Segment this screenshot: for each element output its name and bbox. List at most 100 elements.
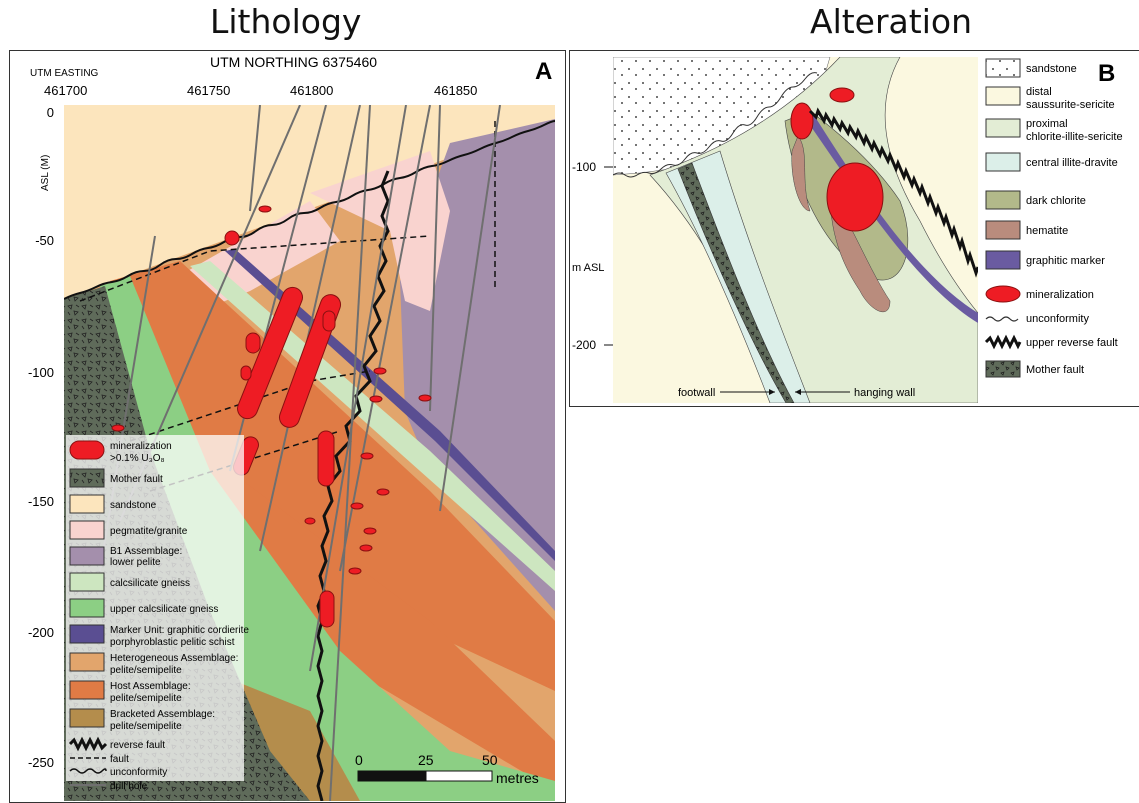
legend-swatch-calcsilicate: [69, 572, 105, 592]
legend-label: pegmatite/granite: [110, 526, 188, 537]
legend-swatch-reverse-fault: [68, 736, 108, 752]
footwall-arrowhead: [769, 389, 775, 395]
mineralization-body: [826, 162, 884, 232]
easting-tick: 461800: [290, 83, 333, 98]
mineralization-body: [322, 310, 336, 332]
legend-swatch-dark-chlorite: [985, 190, 1021, 210]
legend-label: B1 Assemblage:: [110, 546, 182, 557]
legend-label: pelite/semipelite: [110, 693, 182, 704]
elevation-tick: -150: [28, 494, 54, 509]
mineralization-body: [359, 544, 373, 552]
scale-bar: 0 25 50 metres: [355, 752, 539, 786]
hanging-wall-arrowhead: [795, 389, 801, 395]
scale-tick: 0: [355, 752, 363, 768]
legend-swatch-upper-calcsilicate: [69, 598, 105, 618]
alteration-legend: sandstone distal saussurite-sericite pro…: [984, 58, 1123, 378]
legend-label: graphitic marker: [1026, 255, 1105, 267]
mineralization-body: [360, 452, 374, 460]
drill-hole: [429, 105, 441, 412]
mineralization-body: [373, 367, 387, 375]
legend-label: upper reverse fault: [1026, 337, 1118, 349]
legend-label: saussurite-sericite: [1026, 99, 1115, 111]
legend-label: sandstone: [1026, 63, 1077, 75]
hanging-wall-label: hanging wall: [854, 387, 915, 399]
elevation-tick: -200: [28, 625, 54, 640]
legend-swatch-distal: [985, 86, 1021, 106]
legend-label: Heterogeneous Assemblage:: [110, 653, 238, 664]
legend-label: distal: [1026, 86, 1052, 98]
mineralization-body: [376, 488, 390, 496]
mineralization-body: [319, 590, 335, 628]
utm-northing-label: UTM NORTHING 6375460: [210, 54, 377, 70]
lithology-cross-section: UTM EASTING UTM NORTHING 6375460 A 46170…: [28, 54, 555, 801]
legend-label: reverse fault: [110, 740, 165, 751]
legend-label: mineralization: [110, 441, 172, 452]
alteration-title: Alteration: [810, 2, 972, 41]
elevation-tick: -100: [28, 365, 54, 380]
drill-holes: [99, 105, 501, 801]
elevation-axis-label: ASL (M): [40, 155, 51, 191]
legend-swatch-pegmatite: [69, 520, 105, 540]
footwall-label: footwall: [678, 387, 715, 399]
mineralization-body: [240, 365, 252, 381]
legend-label: chlorite-illite-sericite: [1026, 131, 1123, 143]
mineralization-body: [790, 102, 814, 140]
marker-unit: [225, 249, 555, 561]
mineralization-body: [317, 430, 335, 487]
legend-label: lower pelite: [110, 557, 161, 568]
legend-label: sandstone: [110, 500, 157, 511]
mineralization-body: [369, 395, 383, 403]
fault-line: [129, 370, 371, 442]
legend-swatch-bracketed: [69, 708, 105, 728]
legend-label: proximal: [1026, 118, 1068, 130]
scale-tick: 25: [418, 752, 434, 768]
scale-tick: 50: [482, 752, 498, 768]
legend-swatch-unconformity: [985, 316, 1019, 322]
legend-swatch-graphitic: [985, 250, 1021, 270]
elevation-tick-labels: 0 -50 -100 -150 -200 -250: [28, 105, 54, 770]
legend-label: Mother fault: [110, 474, 163, 485]
drill-hole: [309, 105, 407, 672]
alteration-axis-label: m ASL: [572, 262, 604, 274]
legend-swatch-b1: [69, 546, 105, 566]
legend-label: pelite/semipelite: [110, 721, 182, 732]
easting-tick: 461700: [44, 83, 87, 98]
drill-hole: [439, 105, 501, 512]
lithology-title: Lithology: [210, 2, 362, 41]
legend-label: dark chlorite: [1026, 195, 1086, 207]
legend-label: >0.1% U₃O₈: [110, 453, 165, 464]
legend-swatch-mother-fault: [69, 468, 105, 488]
legend-swatch-central: [985, 152, 1021, 172]
legend-label: Mother fault: [1026, 364, 1084, 376]
legend-swatch-hematite: [985, 220, 1021, 240]
legend-swatch-heterogeneous: [69, 652, 105, 672]
mineralization-body: [245, 332, 261, 354]
mineralization-body: [829, 87, 855, 103]
legend-swatch-sandstone: [985, 58, 1021, 78]
alteration-cross-section: B m ASL -100 -200 footwall hanging wall …: [572, 57, 1123, 403]
scale-unit: metres: [496, 770, 539, 786]
mineralization-body: [363, 527, 377, 535]
lithology-panel: UTM EASTING UTM NORTHING 6375460 A 46170…: [9, 50, 566, 803]
legend-label: drill hole: [110, 781, 148, 792]
graphitic-marker: [800, 106, 978, 323]
mineralization-body: [258, 205, 272, 213]
drill-hole: [259, 105, 361, 552]
scale-bar-white: [425, 770, 493, 782]
mineralization-body: [111, 424, 125, 432]
scale-bar-black: [357, 770, 427, 782]
easting-tick-labels: 461700 461750 461800 461850: [44, 83, 477, 98]
elevation-tick: -250: [28, 755, 54, 770]
alteration-elevation-tick: -200: [572, 338, 596, 352]
lithology-legend: mineralization >0.1% U₃O₈ Mother fault s…: [66, 435, 249, 792]
panel-b-letter: B: [1098, 60, 1115, 87]
mineralization-bodies: [111, 205, 432, 628]
legend-label: upper calcsilicate gneiss: [110, 604, 218, 615]
legend-swatch-host: [69, 680, 105, 700]
mother-fault-zone: [677, 162, 795, 403]
hematite-body: [791, 135, 811, 212]
elevation-tick: -50: [35, 233, 54, 248]
mineralization-body: [350, 502, 364, 510]
alteration-elevation-tick: -100: [572, 160, 596, 174]
legend-label: Bracketed Assemblage:: [110, 709, 215, 720]
